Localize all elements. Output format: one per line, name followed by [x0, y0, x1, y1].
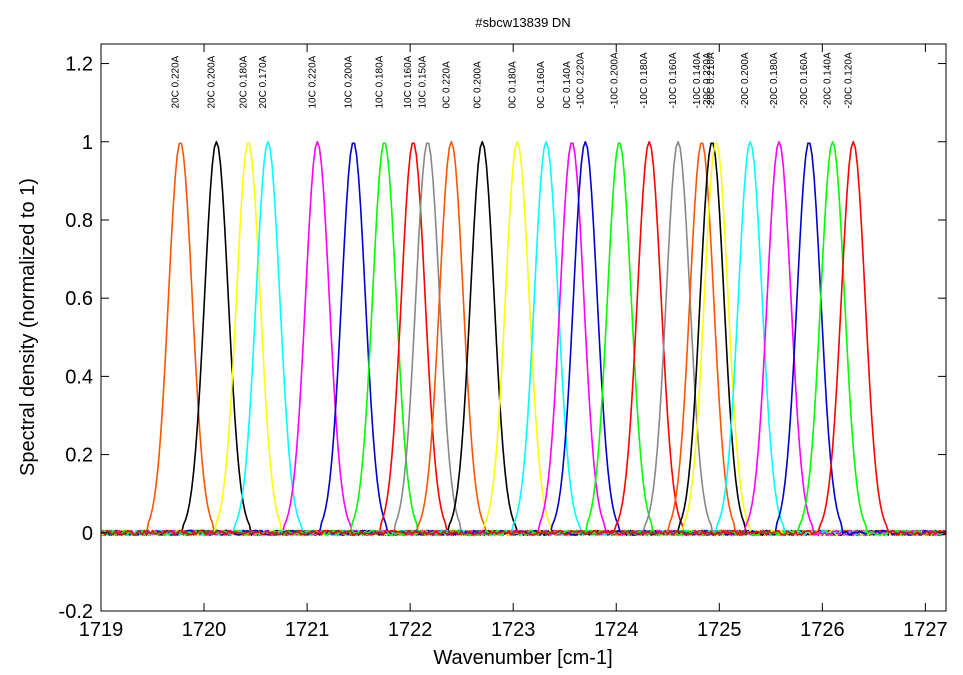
- peak-label: -20C 0.220A: [702, 52, 713, 108]
- x-tick-label: 1726: [800, 619, 845, 641]
- peak-label: 0C 0.160A: [536, 61, 547, 109]
- y-tick-label: -0.2: [59, 601, 93, 623]
- y-tick-label: 0.6: [65, 288, 93, 310]
- peak-labels: 20C 0.220A 20C 0.200A 20C 0.180A 20C 0.170A…: [170, 52, 854, 108]
- peak-label: 20C 0.200A: [206, 55, 217, 108]
- peak-label: 20C 0.220A: [170, 55, 181, 108]
- x-tick-label: 1721: [285, 619, 330, 641]
- x-tick-label: 1719: [79, 619, 124, 641]
- x-tick-label: 1723: [491, 619, 536, 641]
- peak-label: 10C 0.160A: [403, 55, 414, 108]
- x-tick-label: 1725: [697, 619, 742, 641]
- peak-label: 0C 0.180A: [507, 61, 518, 109]
- peak-label: -10C 0.140A: [692, 52, 703, 108]
- peak-label: -20C 0.210A: [706, 52, 717, 108]
- peak-label: 10C 0.180A: [374, 55, 385, 108]
- peak-label: 0C 0.140A: [562, 61, 573, 109]
- peak-label: -20C 0.120A: [843, 52, 854, 108]
- peak-label: 0C 0.200A: [472, 61, 483, 109]
- x-tick-label: 1720: [182, 619, 227, 641]
- peak-label: -10C 0.180A: [639, 52, 650, 108]
- peak-label: -10C 0.160A: [668, 52, 679, 108]
- peak-label: -20C 0.200A: [740, 52, 751, 108]
- y-tick-label: 0.4: [65, 366, 93, 388]
- y-tick-label: 0.2: [65, 445, 93, 467]
- x-tick-label: 1727: [903, 619, 948, 641]
- x-tick-label: 1724: [594, 619, 639, 641]
- peak-label: 10C 0.200A: [344, 55, 355, 108]
- y-tick-label: 1.2: [65, 54, 93, 76]
- peak-label: -20C 0.160A: [799, 52, 810, 108]
- peak-label: 20C 0.180A: [238, 55, 249, 108]
- x-axis: 1719 1720 1721 1722 1723 1724 1725 1726 1727: [79, 44, 948, 641]
- plot-frame: [100, 43, 947, 612]
- x-tick-label: 1722: [388, 619, 433, 641]
- series-line: [100, 140, 947, 536]
- peak-label: -10C 0.200A: [609, 52, 620, 108]
- peak-label: 0C 0.220A: [441, 61, 452, 109]
- chart-title: #sbcw13839 DN: [475, 15, 570, 30]
- series-layer: [100, 140, 947, 536]
- series-line: [100, 140, 947, 536]
- peak-label: -20C 0.140A: [823, 52, 834, 108]
- peak-label: 20C 0.170A: [258, 55, 269, 108]
- peak-label: 10C 0.220A: [307, 55, 318, 108]
- y-axis: -0.2 0 0.2 0.4 0.6 0.8 1 1.2: [59, 54, 946, 623]
- y-tick-label: 0: [82, 523, 93, 545]
- y-tick-label: 0.8: [65, 210, 93, 232]
- x-axis-title: Wavenumber [cm-1]: [433, 647, 612, 669]
- peak-label: 10C 0.150A: [418, 55, 429, 108]
- y-axis-title: Spectral density (normalized to 1): [17, 178, 39, 476]
- y-tick-label: 1: [82, 132, 93, 154]
- peak-label: -10C 0.220A: [575, 52, 586, 108]
- peak-label: -20C 0.180A: [769, 52, 780, 108]
